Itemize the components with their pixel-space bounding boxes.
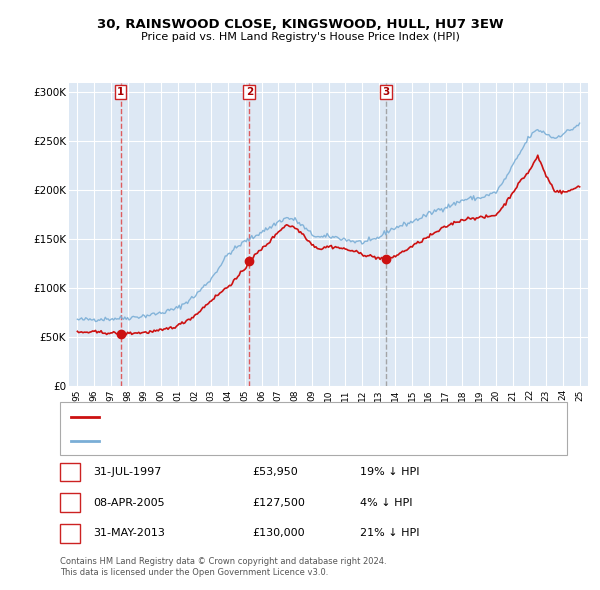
Text: £53,950: £53,950	[252, 467, 298, 477]
Text: 21% ↓ HPI: 21% ↓ HPI	[360, 529, 419, 538]
Text: 30, RAINSWOOD CLOSE, KINGSWOOD, HULL, HU7 3EW: 30, RAINSWOOD CLOSE, KINGSWOOD, HULL, HU…	[97, 18, 503, 31]
Text: £130,000: £130,000	[252, 529, 305, 538]
Text: 1: 1	[117, 87, 124, 97]
Text: Contains HM Land Registry data © Crown copyright and database right 2024.: Contains HM Land Registry data © Crown c…	[60, 558, 386, 566]
Text: 2: 2	[245, 87, 253, 97]
Text: HPI: Average price, detached house, City of Kingston upon Hull: HPI: Average price, detached house, City…	[105, 436, 413, 446]
Text: 31-JUL-1997: 31-JUL-1997	[93, 467, 161, 477]
Text: 08-APR-2005: 08-APR-2005	[93, 498, 164, 507]
Text: This data is licensed under the Open Government Licence v3.0.: This data is licensed under the Open Gov…	[60, 568, 328, 577]
Text: 2: 2	[67, 498, 73, 507]
Text: 1: 1	[67, 467, 73, 477]
Text: 30, RAINSWOOD CLOSE, KINGSWOOD, HULL, HU7 3EW (detached house): 30, RAINSWOOD CLOSE, KINGSWOOD, HULL, HU…	[105, 412, 462, 422]
Text: 3: 3	[67, 529, 73, 538]
Text: Price paid vs. HM Land Registry's House Price Index (HPI): Price paid vs. HM Land Registry's House …	[140, 32, 460, 42]
Text: 4% ↓ HPI: 4% ↓ HPI	[360, 498, 413, 507]
Text: 31-MAY-2013: 31-MAY-2013	[93, 529, 165, 538]
Text: 3: 3	[382, 87, 389, 97]
Text: £127,500: £127,500	[252, 498, 305, 507]
Text: 19% ↓ HPI: 19% ↓ HPI	[360, 467, 419, 477]
